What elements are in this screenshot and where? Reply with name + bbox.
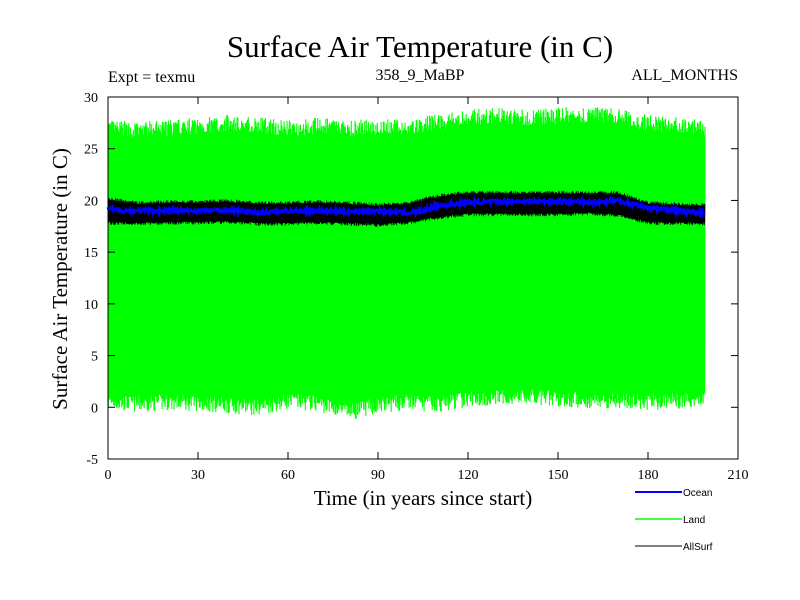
x-tick-label: 30 xyxy=(191,468,205,483)
x-tick-label: 120 xyxy=(458,468,479,483)
legend-label-ocean: Ocean xyxy=(683,488,712,499)
x-tick-label: 150 xyxy=(548,468,569,483)
series-land xyxy=(107,107,706,419)
plot-series xyxy=(106,107,706,419)
plot-frame xyxy=(107,96,739,460)
subtitle-center: 358_9_MaBP xyxy=(376,67,465,84)
x-axis-label: Time (in years since start) xyxy=(314,486,533,510)
legend-label-land: Land xyxy=(683,515,705,526)
series-ocean xyxy=(106,194,706,220)
subtitle-right: ALL_MONTHS xyxy=(631,67,738,84)
y-tick-label: 20 xyxy=(84,194,98,209)
y-tick-label: 5 xyxy=(91,350,98,365)
y-tick-label: 25 xyxy=(84,143,98,158)
subtitle-left: Expt = texmu xyxy=(108,69,195,86)
x-tick-label: 60 xyxy=(281,468,295,483)
y-axis-label: Surface Air Temperature (in C) xyxy=(48,148,72,410)
x-tick-label: 90 xyxy=(371,468,385,483)
y-tick-label: 10 xyxy=(84,298,98,313)
y-tick-label: 0 xyxy=(91,401,98,416)
y-tick-label: -5 xyxy=(86,453,98,468)
legend-label-allsurf: AllSurf xyxy=(683,542,713,553)
y-tick-label: 30 xyxy=(84,91,98,106)
axis-ticks: 0 30 60 90 120 150 180 210 -5 0 5 10 15 20 25 30 xyxy=(84,91,749,483)
legend: Ocean Land AllSurf xyxy=(635,488,713,553)
x-tick-label: 180 xyxy=(638,468,659,483)
x-tick-label: 210 xyxy=(728,468,749,483)
y-tick-label: 15 xyxy=(84,246,98,261)
series-allsurf xyxy=(107,190,706,227)
chart-title: Surface Air Temperature (in C) xyxy=(227,29,613,64)
x-tick-label: 0 xyxy=(105,468,112,483)
